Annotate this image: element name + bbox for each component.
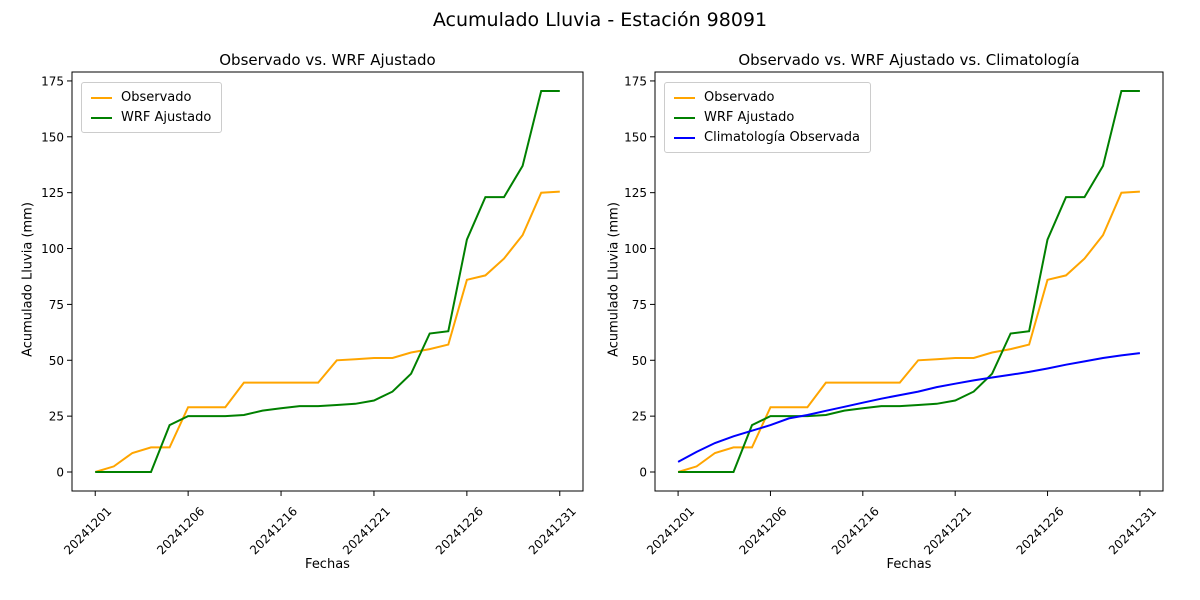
y-tick-label: 175 bbox=[41, 74, 64, 88]
y-tick-label: 25 bbox=[632, 410, 647, 424]
legend-line-swatch bbox=[674, 136, 695, 139]
right-legend: Observado WRF Ajustado Climatología Observ… bbox=[664, 82, 871, 153]
x-tick-label: 20241231 bbox=[526, 504, 579, 557]
legend-line-swatch bbox=[674, 116, 695, 119]
x-tick-label: 20241226 bbox=[1014, 504, 1067, 557]
y-tick-label: 0 bbox=[639, 466, 647, 480]
plot-frame bbox=[654, 71, 1164, 492]
y-tick-label: 150 bbox=[41, 130, 64, 144]
x-tick-label: 20241216 bbox=[829, 504, 882, 557]
legend-label: Observado bbox=[121, 90, 192, 105]
left-legend: Observado WRF Ajustado bbox=[81, 82, 223, 133]
legend-item: WRF Ajustado bbox=[674, 109, 860, 126]
legend-label: Climatología Observada bbox=[704, 130, 860, 145]
subplot-observado-wrf: Observado vs. WRF Ajustado 0 25 50 75 100 125… bbox=[0, 40, 600, 600]
y-tick-label: 75 bbox=[632, 298, 647, 312]
left-x-axis-label: Fechas bbox=[305, 557, 350, 572]
series-line-wrf-ajustado bbox=[678, 90, 1140, 473]
y-tick-label: 100 bbox=[41, 242, 64, 256]
y-tick-label: 75 bbox=[49, 298, 64, 312]
y-tick-label: 175 bbox=[624, 74, 647, 88]
legend-item: WRF Ajustado bbox=[91, 109, 211, 126]
y-tick-label: 0 bbox=[56, 466, 64, 480]
left-plot-title: Observado vs. WRF Ajustado bbox=[219, 51, 436, 69]
y-tick-label: 125 bbox=[41, 186, 64, 200]
x-tick-label: 20241201 bbox=[644, 504, 697, 557]
legend-line-swatch bbox=[674, 96, 695, 99]
x-tick-label: 20241201 bbox=[61, 504, 114, 557]
x-tick-label: 20241206 bbox=[154, 504, 207, 557]
y-tick-label: 50 bbox=[632, 354, 647, 368]
legend-line-swatch bbox=[91, 116, 112, 119]
y-tick-label: 25 bbox=[49, 410, 64, 424]
legend-item: Observado bbox=[91, 89, 211, 106]
x-tick-label: 20241226 bbox=[433, 504, 486, 557]
y-tick-label: 50 bbox=[49, 354, 64, 368]
right-plot-area: 0 25 50 75 100 125 150 175 20241201 20241206 20241… bbox=[624, 71, 1164, 557]
subplot-observado-wrf-climatologia: Observado vs. WRF Ajustado vs. Climatolo… bbox=[600, 40, 1200, 600]
legend-label: WRF Ajustado bbox=[704, 110, 795, 125]
plot-frame bbox=[71, 71, 584, 492]
y-tick-label: 100 bbox=[624, 242, 647, 256]
left-plot-area: 0 25 50 75 100 125 150 175 20241201 20241206 20241… bbox=[41, 71, 584, 557]
legend-label: Observado bbox=[704, 90, 775, 105]
right-x-axis-label: Fechas bbox=[886, 557, 932, 572]
y-tick-label: 125 bbox=[624, 186, 647, 200]
right-plot-title: Observado vs. WRF Ajustado vs. Climatolo… bbox=[738, 51, 1080, 69]
legend-item: Observado bbox=[674, 89, 860, 106]
x-tick-label: 20241216 bbox=[247, 504, 300, 557]
figure-title: Acumulado Lluvia - Estación 98091 bbox=[432, 9, 768, 31]
legend-label: WRF Ajustado bbox=[121, 110, 212, 125]
y-tick-label: 150 bbox=[624, 130, 647, 144]
x-tick-label: 20241206 bbox=[736, 504, 789, 557]
x-tick-label: 20241231 bbox=[1106, 504, 1159, 557]
legend-line-swatch bbox=[91, 96, 112, 99]
series-line-wrf-ajustado bbox=[95, 90, 560, 473]
left-y-axis-label: Acumulado Lluvia (mm) bbox=[20, 202, 36, 357]
series-line-climatolog-a-observada bbox=[677, 352, 1141, 463]
legend-item: Climatología Observada bbox=[674, 129, 860, 146]
x-tick-label: 20241221 bbox=[340, 504, 393, 557]
series-line-observado bbox=[677, 190, 1140, 473]
x-tick-label: 20241221 bbox=[921, 504, 974, 557]
series-line-observado bbox=[94, 190, 560, 473]
right-y-axis-label: Acumulado Lluvia (mm) bbox=[606, 202, 622, 357]
